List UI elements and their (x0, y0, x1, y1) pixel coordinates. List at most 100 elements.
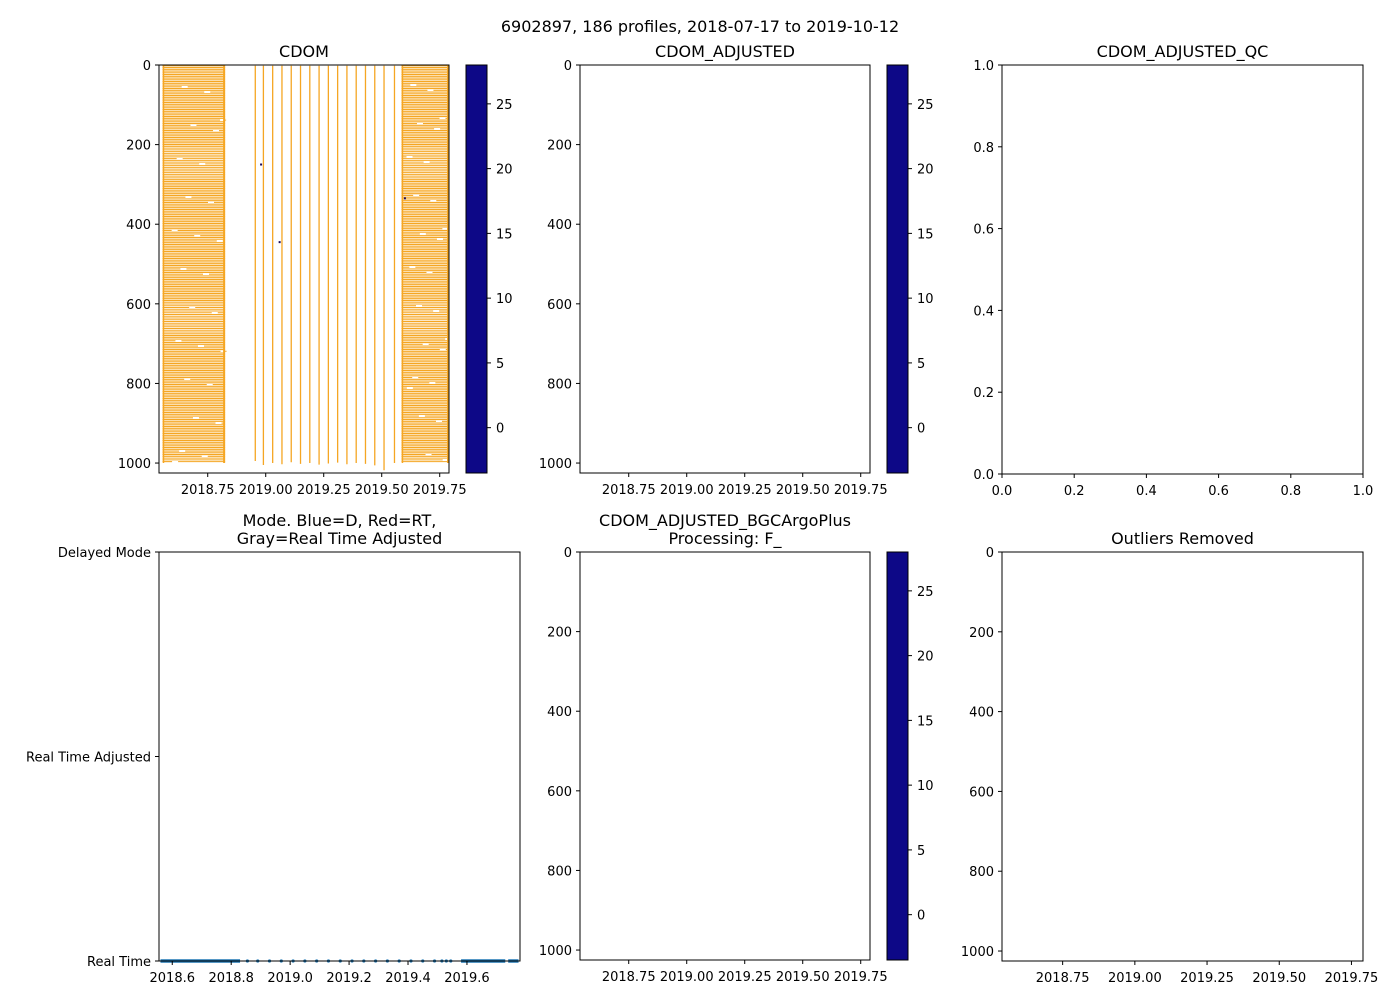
x-tick-label: 2018.8 (208, 971, 254, 986)
y-tick-label: 0 (986, 546, 994, 561)
axes-frame (579, 64, 871, 474)
axes-frame (158, 64, 450, 474)
x-tick-label: 2018.75 (602, 483, 656, 498)
panel-cdom: 2018.75 2019.00 2019.25 2019.50 2019.7502004… (118, 42, 513, 498)
colorbar-tick-label: 25 (496, 98, 513, 113)
x-tick-label: 2019.6 (444, 971, 490, 986)
y-tick-label: 0 (143, 59, 151, 74)
colorbar: 0 5 10 15 20 25 (886, 64, 934, 474)
y-tick-label: 800 (547, 864, 572, 879)
x-tick-label: 2019.50 (1252, 971, 1306, 986)
colorbar-gradient (887, 552, 908, 960)
panel-title: Gray=Real Time Adjusted (237, 529, 443, 548)
panel-mode: 2018.6 2018.8 2019.0 2019.2 2019.4 2019.6 Real… (26, 511, 521, 986)
y-tick-label: 800 (969, 865, 994, 880)
y-tick-label: 200 (547, 626, 572, 641)
x-tick-label: 2019.50 (355, 483, 409, 498)
colorbar-tick-label: 15 (917, 714, 934, 729)
colorbar-tick-label: 0 (496, 422, 504, 437)
y-tick-label: 600 (547, 785, 572, 800)
colorbar-tick-label: 10 (917, 779, 934, 794)
panel-title: CDOM_ADJUSTED_QC (1097, 42, 1269, 62)
x-tick-label: 2019.00 (660, 483, 714, 498)
y-tick-label: Delayed Mode (58, 546, 151, 561)
y-tick-label: 200 (547, 139, 572, 154)
colorbar-frame (886, 64, 909, 474)
x-tick-label: 0.6 (1208, 484, 1229, 499)
x-tick-label: 0.2 (1064, 484, 1085, 499)
x-tick-label: 2018.75 (181, 483, 235, 498)
y-tick-label: Real Time (87, 955, 151, 970)
y-tick-label: 800 (126, 377, 151, 392)
y-tick-label: 0 (564, 546, 572, 561)
panel-cdom-adjusted: 2018.75 2019.00 2019.25 2019.50 2019.7502004… (539, 42, 934, 498)
colorbar-tick-label: 5 (917, 357, 925, 372)
x-tick-label: 2018.6 (150, 971, 196, 986)
panel-title: CDOM_ADJUSTED (655, 42, 795, 62)
y-tick-label: 0.4 (973, 304, 994, 319)
y-tick-label: 0 (564, 59, 572, 74)
x-tick-label: 1.0 (1353, 484, 1374, 499)
colorbar-tick-label: 25 (917, 98, 934, 113)
colorbar-tick-label: 5 (917, 844, 925, 859)
x-tick-label: 2019.25 (718, 483, 772, 498)
colorbar: 0 5 10 15 20 25 (886, 551, 934, 961)
colorbar-tick-label: 10 (496, 292, 513, 307)
panel-title: Processing: F_ (668, 529, 782, 549)
x-tick-label: 0.8 (1280, 484, 1301, 499)
cdom-data (162, 65, 449, 471)
x-tick-label: 2019.75 (1325, 971, 1379, 986)
panel-title: Mode. Blue=D, Red=RT, (243, 511, 437, 530)
cdom-outlier-point (403, 197, 406, 200)
y-tick-label: 400 (126, 218, 151, 233)
y-tick-label: 1000 (539, 944, 572, 959)
y-tick-label: 600 (969, 785, 994, 800)
colorbar-gradient (466, 65, 487, 473)
axes-frame (1001, 64, 1364, 475)
y-tick-label: 400 (547, 705, 572, 720)
panel-title: Outliers Removed (1111, 529, 1254, 548)
colorbar-tick-label: 15 (496, 227, 513, 242)
y-tick-label: 1000 (961, 945, 994, 960)
figure-title: 6902897, 186 profiles, 2018-07-17 to 201… (501, 17, 899, 36)
x-tick-label: 2019.4 (385, 971, 431, 986)
panel-outliers: 2018.75 2019.00 2019.25 2019.50 2019.75 0 200 4… (961, 529, 1378, 986)
x-tick-label: 2019.25 (297, 483, 351, 498)
y-tick-label: 400 (969, 706, 994, 721)
colorbar: 0 5 10 15 20 25 (465, 64, 513, 474)
colorbar-frame (886, 551, 909, 961)
x-tick-label: 2019.00 (1108, 971, 1162, 986)
y-tick-label: 0.0 (973, 468, 994, 483)
colorbar-tick-label: 20 (496, 163, 513, 178)
y-tick-label: 1000 (118, 457, 151, 472)
colorbar-tick-label: 5 (496, 357, 504, 372)
panel-title: CDOM (279, 42, 329, 61)
x-tick-label: 2019.00 (239, 483, 293, 498)
y-tick-label: 600 (126, 298, 151, 313)
axes-frame (579, 551, 871, 961)
x-tick-label: 2019.00 (660, 970, 714, 985)
y-tick-label: Real Time Adjusted (26, 751, 151, 766)
x-tick-label: 2019.75 (834, 483, 888, 498)
panel-title: CDOM_ADJUSTED_BGCArgoPlus (599, 511, 851, 531)
y-tick-label: 800 (547, 377, 572, 392)
y-tick-label: 0.2 (973, 386, 994, 401)
colorbar-tick-label: 10 (917, 292, 934, 307)
colorbar-frame (465, 64, 488, 474)
x-tick-label: 2019.75 (834, 970, 888, 985)
x-tick-label: 2018.75 (1036, 971, 1090, 986)
colorbar-tick-label: 15 (917, 227, 934, 242)
y-tick-label: 200 (969, 626, 994, 641)
x-tick-label: 2019.0 (267, 971, 313, 986)
y-tick-label: 400 (547, 218, 572, 233)
x-tick-label: 2019.50 (776, 970, 830, 985)
x-tick-label: 2018.75 (602, 970, 656, 985)
y-tick-label: 0.6 (973, 223, 994, 238)
y-tick-label: 200 (126, 139, 151, 154)
y-tick-label: 0.8 (973, 141, 994, 156)
y-tick-label: 1.0 (973, 59, 994, 74)
cdom-outlier-point (278, 241, 281, 244)
colorbar-tick-label: 0 (917, 909, 925, 924)
cdom-outlier-point (260, 163, 263, 166)
